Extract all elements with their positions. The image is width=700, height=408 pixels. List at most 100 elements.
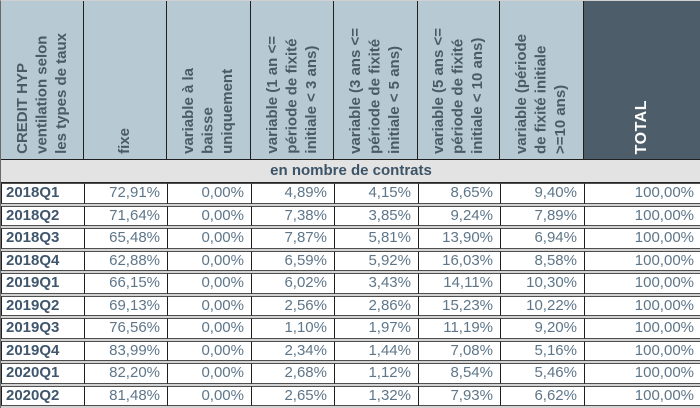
header-line: initiale < 10 ans) [469, 37, 487, 154]
data-table: 2018Q1 72,91% 0,00% 4,89% 4,15% 8,65% 9,40% 100… [1, 183, 700, 408]
cell-value: 100,00% [584, 340, 700, 361]
header-line: initiale < 3 ans) [302, 46, 320, 154]
col-header-variable-baisse: variable à la baisse uniquement [167, 1, 251, 160]
column-header-label: CREDIT HYP ventilation selon les types de … [13, 33, 72, 154]
column-header-label: variable (période de fixité initiale >=10 … [512, 34, 571, 154]
table-row: 2019Q3 76,56% 0,00% 1,10% 1,97% 11,19% 9,20% 10… [1, 318, 700, 339]
cell-value: 3,85% [334, 205, 418, 226]
column-header-label: TOTAL [632, 100, 654, 154]
row-label: 2018Q3 [1, 228, 84, 249]
table-row: 2018Q4 62,88% 0,00% 6,59% 5,92% 16,03% 8,58% 10… [1, 250, 700, 271]
header-line: variable (période [513, 33, 531, 154]
cell-value: 2,68% [251, 363, 334, 384]
table-row: 2018Q2 71,64% 0,00% 7,38% 3,85% 9,24% 7,89% 100… [1, 205, 700, 226]
header-line: variable à la [180, 68, 198, 154]
cell-value: 100,00% [584, 385, 700, 406]
cell-value: 0,00% [167, 205, 251, 226]
header-line: variable (1 an <= [263, 36, 281, 154]
cell-value: 2,56% [251, 295, 334, 316]
row-label: 2019Q1 [1, 273, 84, 294]
col-header-variable-5-10: variable (5 ans <= période de fixité initi… [418, 1, 500, 160]
header-line: CREDIT HYP [13, 63, 31, 154]
cell-value: 13,90% [418, 228, 500, 249]
cell-value: 8,54% [418, 363, 500, 384]
cell-value: 6,02% [251, 273, 334, 294]
cell-value: 0,00% [167, 318, 251, 339]
cell-value: 5,81% [334, 228, 418, 249]
table-header-row: CREDIT HYP ventilation selon les types de … [1, 1, 700, 160]
cell-value: 2,34% [251, 340, 334, 361]
cell-value: 7,89% [500, 205, 584, 226]
cell-value: 0,00% [167, 295, 251, 316]
cell-value: 8,58% [500, 250, 584, 271]
cell-value: 5,16% [500, 340, 584, 361]
cell-value: 82,20% [84, 363, 167, 384]
row-label: 2018Q2 [1, 205, 84, 226]
col-header-total: TOTAL [584, 1, 700, 160]
row-label: 2020Q2 [1, 385, 84, 406]
cell-value: 81,48% [84, 385, 167, 406]
table-row: 2019Q2 69,13% 0,00% 2,56% 2,86% 15,23% 10,22% 1… [1, 295, 700, 316]
cell-value: 65,48% [84, 228, 167, 249]
cell-value: 6,94% [500, 228, 584, 249]
column-header-label: variable (5 ans <= période de fixité initi… [429, 28, 488, 154]
cell-value: 66,15% [84, 273, 167, 294]
cell-value: 69,13% [84, 295, 167, 316]
cell-value: 100,00% [584, 228, 700, 249]
cell-value: 0,00% [167, 363, 251, 384]
col-header-variable-3-5: variable (3 ans <= période de fixité initi… [334, 1, 418, 160]
header-line: les types de taux [52, 33, 70, 154]
header-line: variable (5 ans <= [430, 28, 448, 154]
cell-value: 11,19% [418, 318, 500, 339]
cell-value: 4,89% [251, 183, 334, 204]
row-label: 2019Q2 [1, 295, 84, 316]
column-header-label: fixe [115, 128, 135, 154]
cell-value: 14,11% [418, 273, 500, 294]
cell-value: 3,43% [334, 273, 418, 294]
cell-value: 6,62% [500, 385, 584, 406]
cell-value: 0,00% [167, 340, 251, 361]
cell-value: 5,46% [500, 363, 584, 384]
cell-value: 7,08% [418, 340, 500, 361]
cell-value: 1,44% [334, 340, 418, 361]
cell-value: 15,23% [418, 295, 500, 316]
header-line: ventilation selon [33, 35, 51, 154]
cell-value: 9,24% [418, 205, 500, 226]
cell-value: 71,64% [84, 205, 167, 226]
cell-value: 9,20% [500, 318, 584, 339]
cell-value: 62,88% [84, 250, 167, 271]
table-row: 2020Q2 81,48% 0,00% 2,65% 1,32% 7,93% 6,62% 100… [1, 385, 700, 406]
cell-value: 7,93% [418, 385, 500, 406]
cell-value: 4,15% [334, 183, 418, 204]
table-corner-header: CREDIT HYP ventilation selon les types de … [1, 1, 84, 160]
cell-value: 2,65% [251, 385, 334, 406]
header-line: de fixité initiale [532, 45, 550, 154]
header-line: variable (3 ans <= [347, 28, 365, 154]
row-label: 2020Q1 [1, 363, 84, 384]
cell-value: 7,87% [251, 228, 334, 249]
header-line: initiale < 5 ans) [386, 46, 404, 154]
header-line: TOTAL [632, 99, 650, 154]
row-label: 2018Q4 [1, 250, 84, 271]
header-line: période de fixité [283, 38, 301, 154]
cell-value: 100,00% [584, 363, 700, 384]
cell-value: 1,32% [334, 385, 418, 406]
table-row: 2018Q1 72,91% 0,00% 4,89% 4,15% 8,65% 9,40% 100… [1, 183, 700, 204]
header-line: fixe [116, 128, 134, 154]
column-header-label: variable (1 an <= période de fixité initia… [263, 36, 322, 154]
col-header-fixe: fixe [84, 1, 167, 160]
cell-value: 6,59% [251, 250, 334, 271]
column-header-label: variable (3 ans <= période de fixité initi… [346, 28, 405, 154]
cell-value: 0,00% [167, 250, 251, 271]
col-header-variable-1-3: variable (1 an <= période de fixité initia… [251, 1, 334, 160]
cell-value: 100,00% [584, 250, 700, 271]
header-line: période de fixité [449, 38, 467, 154]
column-header-label: variable à la baisse uniquement [179, 68, 238, 154]
cell-value: 1,12% [334, 363, 418, 384]
cell-value: 0,00% [167, 183, 251, 204]
cell-value: 100,00% [584, 295, 700, 316]
cell-value: 100,00% [584, 318, 700, 339]
cell-value: 72,91% [84, 183, 167, 204]
cell-value: 0,00% [167, 273, 251, 294]
